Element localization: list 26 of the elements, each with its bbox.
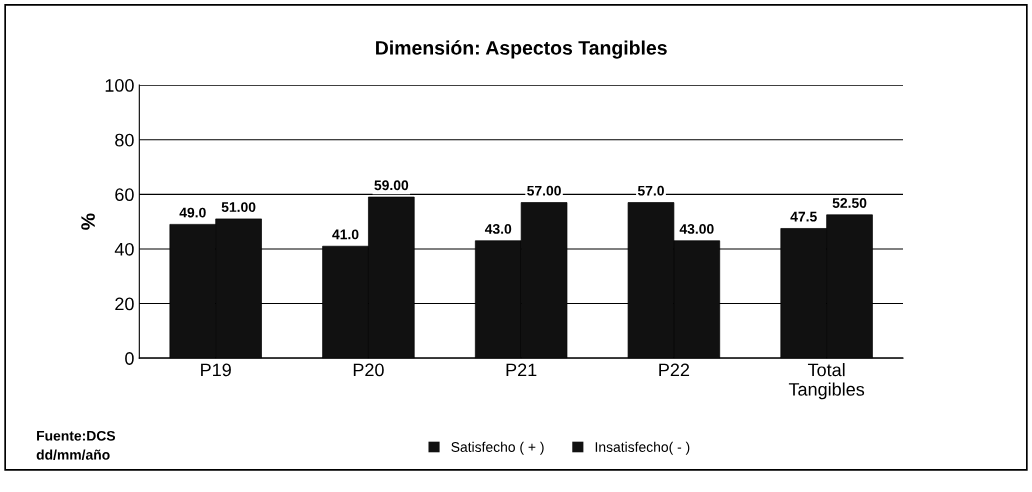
- x-tick-label: P21: [506, 363, 537, 377]
- data-label: 43.0: [484, 224, 512, 234]
- y-tick-label: 60: [115, 188, 134, 202]
- y-tick-label: 100: [105, 79, 134, 92]
- data-label: 52.50: [832, 198, 867, 208]
- y-tick-label: 20: [115, 297, 134, 311]
- data-label: 51.00: [221, 202, 256, 212]
- data-label: 49.0: [179, 207, 206, 218]
- legend-label: Satisfecho ( + ): [451, 441, 544, 455]
- x-tick-label: P19: [201, 363, 231, 377]
- y-tick-label: 0: [125, 352, 134, 365]
- y-tick-label: 80: [115, 133, 134, 147]
- data-label: 57.00: [527, 185, 561, 196]
- data-label: 59.00: [374, 180, 409, 191]
- source-note: Fuente:DCS dd/mm/año: [36, 430, 116, 460]
- y-tick-label: 40: [114, 242, 134, 256]
- x-tick-label: P22: [659, 363, 690, 377]
- chart-title: Dimensión: Aspectos Tangibles: [376, 40, 667, 59]
- x-tick-label: P20: [353, 363, 384, 377]
- data-label: 47.5: [790, 211, 817, 222]
- data-label: 43.00: [679, 224, 714, 234]
- x-tick-label: Total Tangibles: [788, 363, 865, 400]
- data-label: 41.0: [332, 229, 359, 240]
- data-label: 57.0: [637, 185, 664, 196]
- y-axis-title: %: [81, 213, 95, 230]
- legend-label: Insatisfecho( - ): [595, 441, 690, 455]
